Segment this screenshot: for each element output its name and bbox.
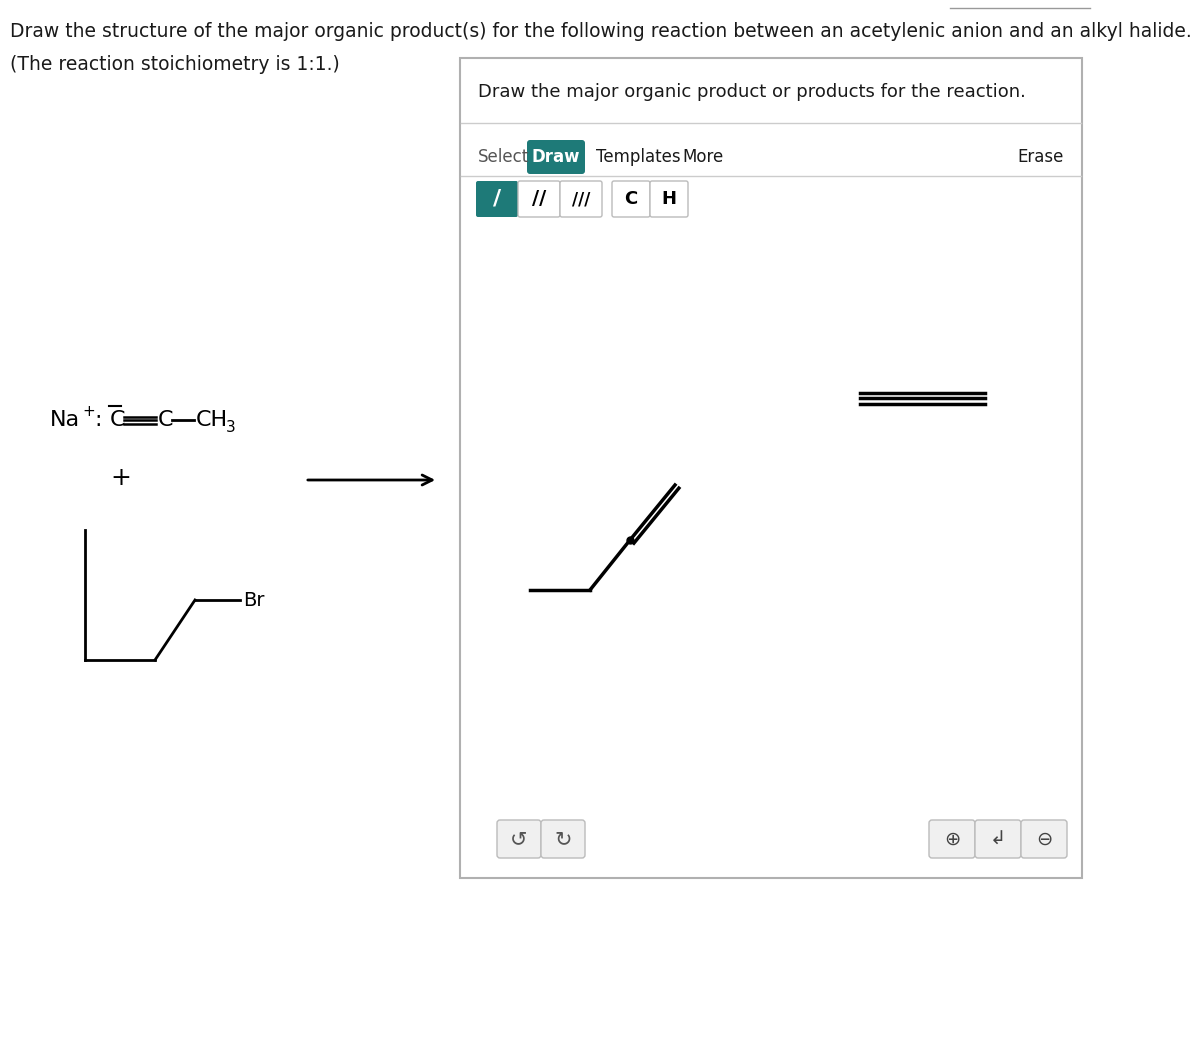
FancyBboxPatch shape <box>560 181 602 217</box>
Text: +: + <box>110 466 131 491</box>
Text: ⊖: ⊖ <box>1036 830 1052 848</box>
Text: Erase: Erase <box>1018 148 1064 166</box>
Text: :: : <box>94 410 102 430</box>
Text: /: / <box>493 189 502 209</box>
Text: Draw the structure of the major organic product(s) for the following reaction be: Draw the structure of the major organic … <box>10 22 1192 41</box>
Text: Select: Select <box>478 148 529 166</box>
FancyBboxPatch shape <box>974 820 1021 858</box>
FancyBboxPatch shape <box>527 140 586 174</box>
Text: 3: 3 <box>226 420 235 435</box>
Text: Draw the major organic product or products for the reaction.: Draw the major organic product or produc… <box>478 83 1026 101</box>
Text: ///: /// <box>572 190 590 207</box>
FancyBboxPatch shape <box>460 59 1082 878</box>
Text: More: More <box>682 148 724 166</box>
Text: H: H <box>661 190 677 207</box>
Text: C: C <box>110 410 126 430</box>
Text: C: C <box>624 190 637 207</box>
Text: (The reaction stoichiometry is 1:1.): (The reaction stoichiometry is 1:1.) <box>10 55 340 74</box>
Text: //: // <box>532 189 546 209</box>
FancyBboxPatch shape <box>497 820 541 858</box>
FancyBboxPatch shape <box>1021 820 1067 858</box>
Text: Templates: Templates <box>596 148 680 166</box>
Text: CH: CH <box>196 410 228 430</box>
FancyBboxPatch shape <box>518 181 560 217</box>
Text: ↺: ↺ <box>510 829 528 849</box>
FancyBboxPatch shape <box>476 181 518 217</box>
Text: ⊕: ⊕ <box>944 830 960 848</box>
Text: Na: Na <box>50 410 80 430</box>
FancyBboxPatch shape <box>541 820 586 858</box>
Text: Br: Br <box>242 591 264 610</box>
FancyBboxPatch shape <box>929 820 974 858</box>
Text: +: + <box>82 403 95 418</box>
Text: ↻: ↻ <box>554 829 571 849</box>
Text: ↲: ↲ <box>990 830 1006 848</box>
Text: C: C <box>158 410 174 430</box>
FancyBboxPatch shape <box>650 181 688 217</box>
Text: Draw: Draw <box>532 148 581 166</box>
FancyBboxPatch shape <box>612 181 650 217</box>
